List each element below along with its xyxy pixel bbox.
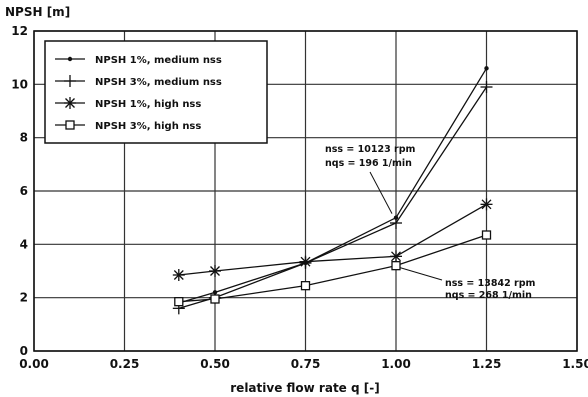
annotation-2-line: nqs = 268 1/min bbox=[445, 290, 532, 301]
marker-square bbox=[210, 294, 220, 304]
marker-star bbox=[480, 198, 493, 211]
legend-item-4: NPSH 3%, high nss bbox=[55, 120, 201, 132]
marker-star-d2 bbox=[173, 270, 184, 280]
series-line bbox=[178, 234, 487, 303]
series-line bbox=[178, 203, 487, 276]
annotation-1-leader bbox=[369, 171, 393, 214]
annotation-2-leader bbox=[399, 267, 443, 281]
legend: NPSH 1%, medium nss NPSH 3%, medium nss NP… bbox=[44, 40, 268, 144]
legend-label: NPSH 1%, medium nss bbox=[95, 55, 222, 66]
marker-square-shape bbox=[300, 281, 311, 291]
legend-label: NPSH 3%, high nss bbox=[95, 121, 201, 132]
marker-plus bbox=[64, 75, 76, 87]
legend-item-2: NPSH 3%, medium nss bbox=[55, 75, 222, 88]
marker-square bbox=[300, 281, 311, 291]
annotation-2-line: nss = 13842 rpm bbox=[445, 278, 535, 289]
x-tick-label: 1.25 bbox=[472, 357, 502, 371]
x-tick-label: 0.00 bbox=[19, 357, 49, 371]
marker-square-shape bbox=[481, 230, 492, 240]
marker-square-shape bbox=[65, 120, 75, 130]
marker-square-shape bbox=[210, 294, 220, 304]
marker-star bbox=[390, 250, 402, 263]
legend-label: NPSH 1%, high nss bbox=[95, 99, 201, 110]
marker-square bbox=[481, 230, 492, 240]
legend-label: NPSH 3%, medium nss bbox=[95, 77, 222, 88]
marker-star-d2 bbox=[391, 251, 401, 262]
x-tick-label: 1.00 bbox=[381, 357, 411, 371]
marker-star bbox=[172, 269, 185, 281]
annotations: nss = 10123 rpm nqs = 196 1/min nss = 1384… bbox=[325, 144, 535, 301]
x-tick-label: 0.25 bbox=[110, 357, 140, 371]
x-axis-title: relative flow rate q [-] bbox=[230, 381, 379, 395]
marker-square bbox=[65, 120, 75, 130]
marker-dot bbox=[484, 66, 489, 71]
marker-plus bbox=[390, 217, 402, 229]
y-tick-label: 2 bbox=[20, 291, 28, 305]
y-tick-label: 8 bbox=[20, 131, 28, 145]
marker-star-d2 bbox=[210, 266, 220, 276]
marker-dot bbox=[67, 56, 73, 62]
marker-dot-shape bbox=[484, 66, 489, 71]
marker-star-d2 bbox=[481, 199, 492, 210]
marker-square bbox=[174, 297, 184, 307]
y-tick-label: 6 bbox=[20, 184, 28, 198]
x-tick-label: 0.75 bbox=[291, 357, 321, 371]
marker-star-d2 bbox=[300, 256, 311, 267]
y-tick-label: 4 bbox=[20, 237, 28, 251]
y-axis-title: NPSH [m] bbox=[5, 5, 70, 19]
y-tick-label: 10 bbox=[11, 77, 28, 91]
x-tick-labels: 0.00 0.25 0.50 0.75 1.00 1.25 1.50 bbox=[19, 357, 588, 371]
x-tick-label: 0.50 bbox=[200, 357, 230, 371]
x-tick-label: 1.50 bbox=[562, 357, 588, 371]
series-group bbox=[172, 66, 493, 315]
marker-star bbox=[64, 97, 76, 109]
series-3 bbox=[172, 198, 493, 281]
marker-square bbox=[391, 261, 401, 271]
marker-dot-shape bbox=[67, 56, 73, 62]
annotation-1-line: nqs = 196 1/min bbox=[325, 158, 412, 169]
marker-square-shape bbox=[391, 261, 401, 271]
y-tick-label: 12 bbox=[11, 24, 28, 38]
marker-star-d2 bbox=[65, 98, 75, 108]
legend-item-3: NPSH 1%, high nss bbox=[55, 97, 201, 110]
legend-item-1: NPSH 1%, medium nss bbox=[55, 55, 222, 66]
marker-plus bbox=[480, 81, 493, 93]
plot-frame bbox=[33, 30, 578, 352]
y-tick-label: 0 bbox=[20, 344, 28, 358]
annotation-1-line: nss = 10123 rpm bbox=[325, 144, 415, 155]
marker-star bbox=[299, 255, 312, 268]
series-4 bbox=[174, 230, 492, 307]
marker-square-shape bbox=[174, 297, 184, 307]
y-tick-labels: 0 2 4 6 8 10 12 bbox=[11, 24, 28, 358]
legend-box bbox=[44, 40, 268, 144]
marker-star bbox=[209, 265, 221, 277]
